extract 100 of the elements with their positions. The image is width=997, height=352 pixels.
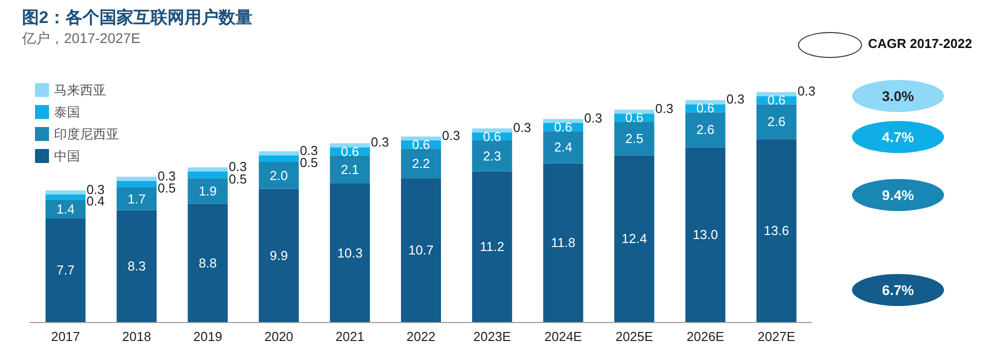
legend-label: 马来西亚 — [54, 82, 106, 98]
data-label: 1.4 — [56, 202, 75, 217]
data-label: 0.3 — [158, 168, 176, 184]
bar — [46, 194, 86, 200]
bar — [614, 155, 654, 322]
chart-subtitle: 亿户，2017-2027E — [22, 30, 140, 48]
data-label: 0.6 — [483, 128, 502, 144]
data-label: 0.6 — [554, 120, 572, 135]
data-label: 0.6 — [625, 110, 644, 126]
legend-label: 中国 — [54, 148, 80, 164]
bar — [116, 180, 157, 188]
bar — [543, 163, 584, 322]
bar — [258, 151, 299, 156]
data-label: 7.7 — [56, 262, 75, 278]
data-label: 10.3 — [337, 245, 363, 260]
data-label: 13.6 — [764, 223, 790, 238]
x-tick-label: 2021 — [335, 329, 364, 344]
data-label: 0.6 — [767, 92, 786, 108]
data-label: 12.4 — [622, 231, 647, 246]
data-label: 0.6 — [340, 144, 359, 159]
bar — [258, 162, 299, 189]
x-tick-label: 2025E — [615, 329, 654, 344]
data-label: 2.3 — [483, 148, 502, 164]
bar — [258, 188, 299, 322]
data-label: 2.2 — [412, 156, 430, 171]
text: 6.7% — [852, 274, 944, 306]
bar — [401, 148, 441, 178]
bar — [188, 171, 228, 178]
bar — [543, 118, 584, 124]
data-label: 0.5 — [158, 180, 176, 196]
data-label: 1.7 — [128, 191, 146, 206]
data-label: 2.6 — [696, 122, 714, 138]
data-label: 10.7 — [408, 242, 434, 258]
bar — [401, 178, 441, 322]
bar — [330, 184, 370, 322]
data-label: 0.3 — [300, 142, 318, 158]
bar — [472, 171, 512, 322]
bar — [258, 155, 299, 162]
bar — [472, 128, 512, 132]
data-label: 0.3 — [513, 120, 532, 135]
data-label: 0.3 — [797, 84, 816, 99]
text: 4.7% — [852, 121, 944, 153]
bar — [46, 200, 86, 218]
data-label: 2.6 — [767, 114, 786, 130]
x-tick-label: 2019 — [193, 329, 222, 344]
bar — [614, 110, 654, 114]
data-label: 11.2 — [480, 239, 504, 254]
bar — [401, 136, 441, 140]
data-label: 8.3 — [128, 258, 146, 274]
data-label: 0.5 — [228, 171, 247, 186]
x-tick-label: 2027E — [758, 329, 796, 344]
legend-label: 泰国 — [54, 104, 80, 120]
bar — [188, 204, 228, 322]
bar — [756, 92, 796, 96]
x-tick-label: 2020 — [264, 329, 294, 344]
data-label: 0.6 — [696, 100, 714, 116]
data-label: 0.5 — [300, 155, 318, 170]
x-tick-label: 2023E — [473, 329, 512, 344]
data-label: 8.8 — [198, 255, 217, 270]
x-tick-label: 2018 — [122, 329, 152, 344]
data-label: 2.4 — [554, 140, 572, 155]
data-label: 2.0 — [270, 168, 288, 183]
data-label: 0.3 — [655, 101, 674, 116]
bar — [685, 147, 726, 322]
bar — [614, 122, 654, 156]
data-label: 1.9 — [198, 183, 217, 198]
bar — [756, 139, 796, 322]
text: 3.0% — [852, 80, 944, 112]
bar — [46, 218, 86, 322]
bar — [188, 167, 228, 172]
bar — [116, 188, 157, 210]
x-tick-label: 2026E — [686, 329, 724, 344]
data-label: 0.3 — [584, 110, 602, 126]
legend-label: 印度尼西亚 — [54, 126, 119, 142]
text: 9.4% — [852, 179, 944, 211]
text: CAGR 2017-2022 — [868, 36, 972, 51]
data-label: 9.9 — [270, 248, 288, 263]
data-label: 2.5 — [625, 130, 644, 146]
x-tick-label: 2017 — [51, 329, 80, 344]
bar — [330, 143, 370, 148]
data-label: 0.3 — [370, 134, 389, 150]
bar — [116, 176, 157, 181]
data-label: 2.1 — [340, 162, 359, 177]
bar — [330, 155, 370, 184]
bar — [188, 178, 228, 204]
data-label: 11.8 — [551, 235, 576, 250]
x-tick-label: 2024E — [544, 329, 582, 344]
bar — [472, 140, 512, 172]
bar — [685, 112, 726, 148]
data-label: 0.3 — [442, 128, 460, 143]
data-label: 0.3 — [228, 158, 247, 174]
bar — [685, 100, 726, 104]
chart-title: 图2：各个国家互联网用户数量 — [22, 7, 252, 29]
bar — [46, 190, 86, 194]
data-label: 0.6 — [412, 137, 430, 152]
bar — [543, 131, 584, 164]
bar — [116, 210, 157, 322]
data-label: 13.0 — [692, 227, 718, 242]
bar — [756, 104, 796, 140]
data-label: 0.3 — [726, 92, 744, 107]
